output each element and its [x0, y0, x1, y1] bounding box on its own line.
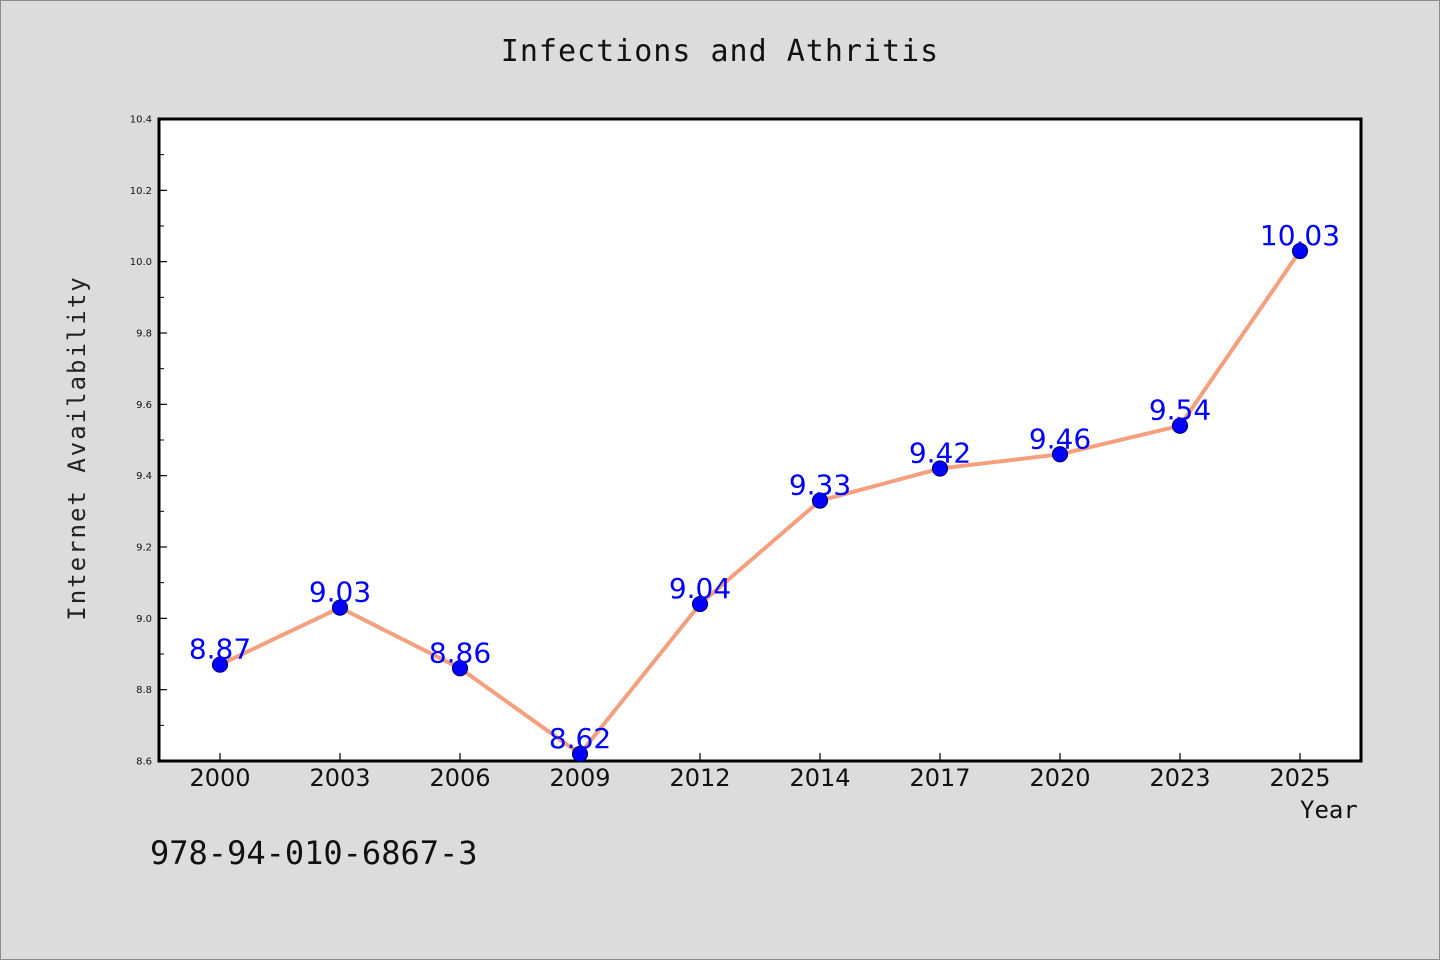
data-point — [1291, 242, 1309, 260]
data-point — [331, 599, 349, 616]
y-tick-label: 10.4 — [130, 115, 152, 126]
y-tick-label: 10.2 — [130, 186, 152, 197]
y-tick-label: 10.0 — [130, 257, 152, 268]
data-label: 9.46 — [1029, 422, 1091, 455]
series-line — [218, 248, 1302, 756]
x-tick-label: 2006 — [429, 764, 490, 792]
y-tick-label: 8.6 — [136, 757, 152, 768]
y-tick-label: 9.4 — [136, 471, 152, 482]
data-label: 8.62 — [549, 722, 611, 755]
data-point — [931, 460, 949, 477]
data-point — [1051, 446, 1069, 463]
data-label: 9.04 — [669, 572, 731, 605]
isbn-caption: 978-94-010-6867-3 — [150, 834, 478, 872]
y-tick-label: 9.8 — [136, 329, 152, 340]
data-labels: 8.87 9.03 8.86 8.62 9.04 9.33 9.42 9.46 9.54 10.0… — [189, 219, 1340, 755]
y-tick-label: 9.6 — [136, 400, 152, 411]
plot-area — [157, 117, 1363, 763]
series-group — [211, 242, 1309, 762]
x-tick-label: 2000 — [189, 764, 250, 792]
x-tick-label: 2014 — [789, 764, 850, 792]
x-tick-label: 2025 — [1269, 764, 1330, 792]
y-axis: 8.6 8.8 9.0 9.2 9.4 9.6 9.8 10.0 10.2 10.4 — [130, 115, 167, 768]
x-axis-label: Year — [1300, 796, 1358, 824]
chart-title: Infections and Athritis — [500, 34, 940, 69]
x-tick-label: 2003 — [309, 764, 370, 792]
data-point — [211, 656, 229, 673]
data-point — [571, 745, 589, 762]
x-tick-label: 2020 — [1029, 764, 1090, 792]
data-label: 9.54 — [1149, 394, 1211, 427]
x-tick-label: 2009 — [549, 764, 610, 792]
data-label: 9.33 — [789, 469, 851, 502]
data-label: 8.86 — [429, 636, 491, 669]
y-tick-label: 8.8 — [136, 685, 152, 696]
data-point — [451, 660, 469, 677]
data-label: 9.03 — [309, 576, 371, 609]
data-point — [811, 492, 829, 509]
y-tick-label: 9.2 — [136, 543, 152, 554]
y-tick-label: 9.0 — [136, 614, 152, 625]
x-tick-label: 2012 — [669, 764, 730, 792]
data-label: 9.42 — [909, 437, 971, 470]
data-point — [691, 595, 709, 613]
data-label: 8.87 — [189, 633, 251, 666]
x-axis: 2000 2003 2006 2009 2012 2014 2017 2020 2023 2025 — [189, 753, 1331, 792]
x-tick-label: 2023 — [1149, 764, 1210, 792]
data-label: 10.03 — [1260, 219, 1340, 252]
x-tick-label: 2017 — [909, 764, 970, 792]
data-point — [1171, 417, 1189, 434]
